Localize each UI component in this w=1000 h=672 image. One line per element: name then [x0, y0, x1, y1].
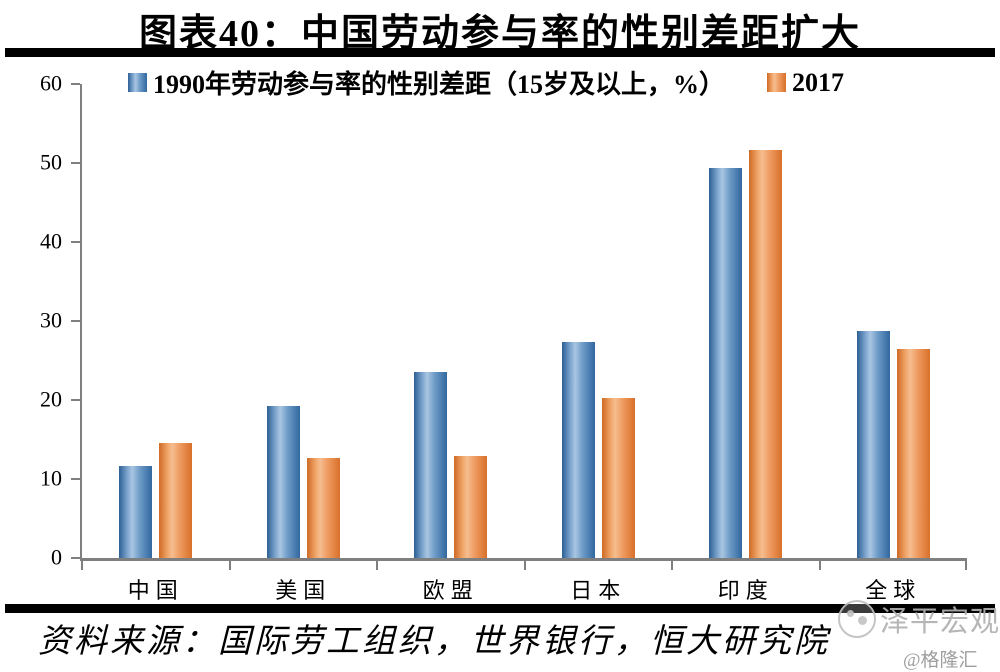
y-tick-mark: [71, 83, 80, 85]
y-tick-mark: [71, 320, 80, 322]
x-category-label: 中国: [127, 578, 184, 603]
bar-1990-中国: [119, 466, 153, 558]
watermark-logo-icon: [838, 600, 876, 638]
y-tick-mark: [71, 478, 80, 480]
y-tick-label: 40: [40, 228, 62, 254]
x-tick-mark: [376, 561, 378, 570]
legend-item-2017: 2017: [767, 68, 844, 98]
x-category-label: 全球: [865, 578, 922, 603]
bar-2017-美国: [306, 458, 340, 558]
bar-1990-全球: [856, 331, 890, 558]
y-tick-mark: [71, 241, 80, 243]
bar-1990-美国: [266, 405, 300, 558]
y-tick-label: 20: [40, 386, 62, 412]
legend-item-1990: 1990年劳动参与率的性别差距（15岁及以上，%）: [128, 64, 725, 101]
y-tick-mark: [71, 162, 80, 164]
bar-2017-印度: [749, 150, 783, 558]
legend-swatch-1990-icon: [128, 73, 147, 92]
x-tick-mark: [81, 561, 83, 570]
watermark: 泽平宏观: [838, 598, 1000, 640]
y-axis-labels: 0 10 20 30 40 50 60: [14, 70, 62, 569]
watermark-brand: 泽平宏观: [880, 606, 1000, 638]
watermark-handle: @格隆汇: [903, 650, 978, 671]
bar-2017-日本: [601, 398, 635, 558]
legend-label-1990: 1990年劳动参与率的性别差距（15岁及以上，%）: [153, 70, 726, 99]
y-tick-label: 10: [40, 465, 62, 491]
y-tick-label: 0: [51, 544, 62, 570]
x-category-label: 美国: [275, 578, 332, 603]
bar-2017-欧盟: [454, 456, 488, 558]
legend-swatch-2017-icon: [767, 73, 787, 92]
x-tick-mark: [228, 561, 231, 570]
bar-1990-日本: [561, 342, 595, 558]
x-category-label: 印度: [717, 578, 774, 603]
x-category-label: 日本: [570, 578, 627, 603]
x-tick-mark: [523, 561, 526, 570]
title-divider: [5, 48, 995, 57]
legend-label-2017: 2017: [792, 67, 845, 97]
bar-1990-印度: [709, 167, 743, 558]
bar-2017-中国: [159, 442, 193, 558]
y-tick-mark: [71, 557, 80, 559]
y-tick-label: 30: [40, 307, 62, 333]
source-note: 资料来源：国际劳工组织，世界银行，恒大研究院: [38, 624, 830, 660]
y-tick-mark: [71, 399, 80, 401]
bar-2017-全球: [896, 349, 930, 558]
legend: 1990年劳动参与率的性别差距（15岁及以上，%） 2017: [128, 64, 844, 101]
footer-divider: [5, 604, 995, 613]
x-tick-mark: [818, 561, 821, 570]
x-tick-mark: [671, 561, 673, 570]
x-tick-mark: [965, 561, 967, 570]
y-tick-label: 50: [40, 149, 62, 175]
y-tick-label: 60: [40, 70, 62, 96]
bar-1990-欧盟: [414, 372, 448, 558]
plot-area: 中国 美国 欧盟 日本 印度 全球: [71, 83, 967, 603]
x-category-label: 欧盟: [422, 578, 479, 603]
